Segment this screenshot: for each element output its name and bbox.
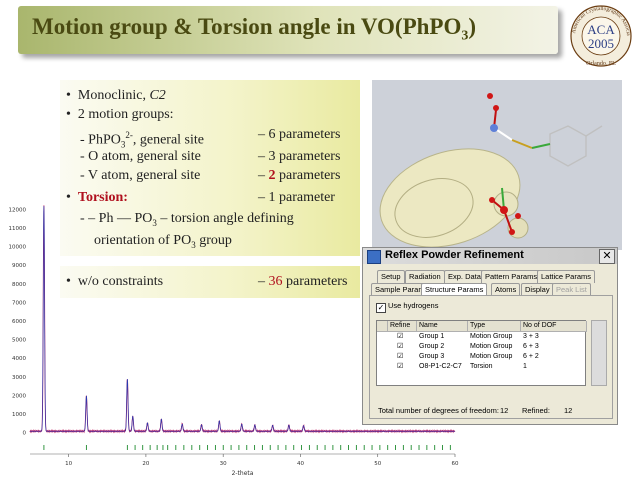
torsion-line-1: - – Ph — PO3 – torsion angle defining	[80, 211, 294, 228]
bullet-panel-structure	[60, 80, 360, 190]
observed-pattern-line	[29, 205, 456, 434]
table-cell-type: Motion Group	[470, 333, 513, 340]
table-cell-name: Group 1	[419, 333, 445, 340]
line-v-atom-params: – 2 parameters	[258, 168, 341, 183]
y-tick-label: 3000	[12, 375, 26, 381]
y-tick-label: 2000	[12, 393, 26, 399]
svg-text:Orlando, FL: Orlando, FL	[586, 61, 616, 67]
x-tick-label: 50	[374, 461, 381, 467]
y-tick-label: 6000	[12, 319, 26, 325]
bullet-monoclinic: • Monoclinic, C2	[66, 88, 166, 103]
tab-peak-list[interactable]: Peak List	[552, 283, 591, 296]
total-dof-label: Total number of degrees of freedom:	[378, 406, 499, 415]
bullet-panel-torsion	[60, 182, 360, 256]
table-cell-dof: 6 + 2	[523, 353, 539, 360]
tab-structure-params[interactable]: Structure Params	[421, 283, 488, 296]
y-tick-label: 8000	[12, 282, 26, 288]
y-tick-label: 1000	[12, 412, 26, 418]
refined-label: Refined:	[522, 406, 550, 415]
y-tick-label: 7000	[12, 300, 26, 306]
calculated-pattern-line	[30, 205, 455, 432]
aca-seal-logo: American Crystallographic Association AC…	[565, 2, 632, 67]
torsion-params: – 1 parameter	[258, 190, 335, 205]
x-tick-label: 10	[65, 461, 72, 467]
y-tick-label: 0	[23, 431, 27, 437]
no-constraints-params: – 36 parameters	[258, 274, 348, 289]
powder-diffraction-chart: 0 1000 2000 3000 4000 5000 6000 7000 8000 9000 100…	[9, 205, 459, 477]
use-hydrogens-checkbox[interactable]: ✓	[376, 303, 386, 313]
bullet-no-constraints: • w/o constraints	[66, 274, 164, 289]
col-refine[interactable]: Refine	[388, 321, 417, 332]
table-cell-dof: 1	[523, 363, 527, 370]
y-tick-label: 12000	[9, 207, 27, 213]
table-cell-type: Motion Group	[470, 353, 513, 360]
refined-value: 12	[564, 406, 573, 415]
refine-checkbox-group-2[interactable]: ☑	[397, 343, 404, 350]
table-cell-name: Group 3	[419, 353, 445, 360]
table-cell-dof: 3 + 3	[523, 333, 539, 340]
y-tick-label: 11000	[9, 226, 27, 232]
bullet-torsion: • Torsion:	[66, 190, 128, 205]
reflex-refinement-dialog[interactable]: Reflex Powder Refinement ✕ Setup Radiati…	[362, 247, 618, 425]
y-tick-label: 5000	[12, 338, 26, 344]
refine-checkbox-torsion[interactable]: ☑	[397, 363, 404, 370]
x-axis-label: 2-theta	[232, 470, 254, 477]
y-axis: 0 1000 2000 3000 4000 5000 6000 7000 8000 9000 100…	[9, 207, 27, 436]
line-o-atom-params: – 3 parameters	[258, 149, 341, 164]
table-cell-type: Motion Group	[470, 343, 513, 350]
molecule-rendering-image	[372, 80, 622, 250]
bullet-panel-constraints	[60, 266, 360, 298]
table-cell-name: O8-P1-C2-C7	[419, 363, 462, 370]
line-v-atom: - V atom, general site	[80, 168, 201, 183]
tab-pattern-params[interactable]: Pattern Params	[481, 270, 542, 283]
line-phpo3: - PhPO32-, general site	[80, 130, 204, 150]
tab-atoms[interactable]: Atoms	[491, 283, 521, 296]
page-title: Motion group & Torsion angle in VO(PhPO3…	[32, 14, 477, 44]
row-header-corner	[377, 321, 388, 332]
svg-text:ACA: ACA	[587, 22, 615, 37]
svg-text:2005: 2005	[588, 36, 614, 51]
app-icon	[367, 250, 381, 264]
table-cell-type: Torsion	[470, 363, 493, 370]
x-tick-label: 40	[297, 461, 304, 467]
x-tick-label: 20	[142, 461, 149, 467]
y-tick-label: 9000	[12, 263, 26, 269]
reflection-tick-marks	[43, 445, 451, 450]
table-cell-dof: 6 + 3	[523, 343, 539, 350]
bullet-motion-groups: • 2 motion groups:	[66, 107, 174, 122]
tab-lattice-params[interactable]: Lattice Params	[537, 270, 596, 283]
col-name[interactable]: Name	[417, 321, 468, 332]
y-tick-label: 4000	[12, 356, 26, 362]
dialog-title: Reflex Powder Refinement	[385, 249, 524, 261]
x-tick-label: 60	[452, 461, 459, 467]
line-o-atom: - O atom, general site	[80, 149, 201, 164]
refine-checkbox-group-3[interactable]: ☑	[397, 353, 404, 360]
x-axis: 10 20 30 40 50 60	[65, 454, 459, 467]
tab-setup[interactable]: Setup	[377, 270, 405, 283]
dialog-titlebar[interactable]	[363, 248, 617, 264]
table-cell-name: Group 2	[419, 343, 445, 350]
line-phpo3-params: – 6 parameters	[258, 127, 341, 142]
col-dof[interactable]: No of DOF	[521, 321, 587, 332]
motion-group-table: Refine Name Type No of DOF ☑ Group 1 Mot…	[376, 320, 587, 386]
y-tick-label: 10000	[9, 245, 27, 251]
torsion-line-2: orientation of PO3 group	[94, 233, 232, 250]
refine-checkbox-group-1[interactable]: ☑	[397, 333, 404, 340]
x-tick-label: 30	[220, 461, 227, 467]
table-scrollbar[interactable]	[591, 320, 607, 386]
title-banner	[18, 6, 558, 54]
col-type[interactable]: Type	[468, 321, 521, 332]
total-dof-value: 12	[500, 406, 509, 415]
use-hydrogens-label: Use hydrogens	[388, 301, 439, 310]
structure-params-panel: ✓ Use hydrogens Refine Name Type No of D…	[369, 295, 613, 419]
close-icon[interactable]: ✕	[599, 249, 615, 264]
